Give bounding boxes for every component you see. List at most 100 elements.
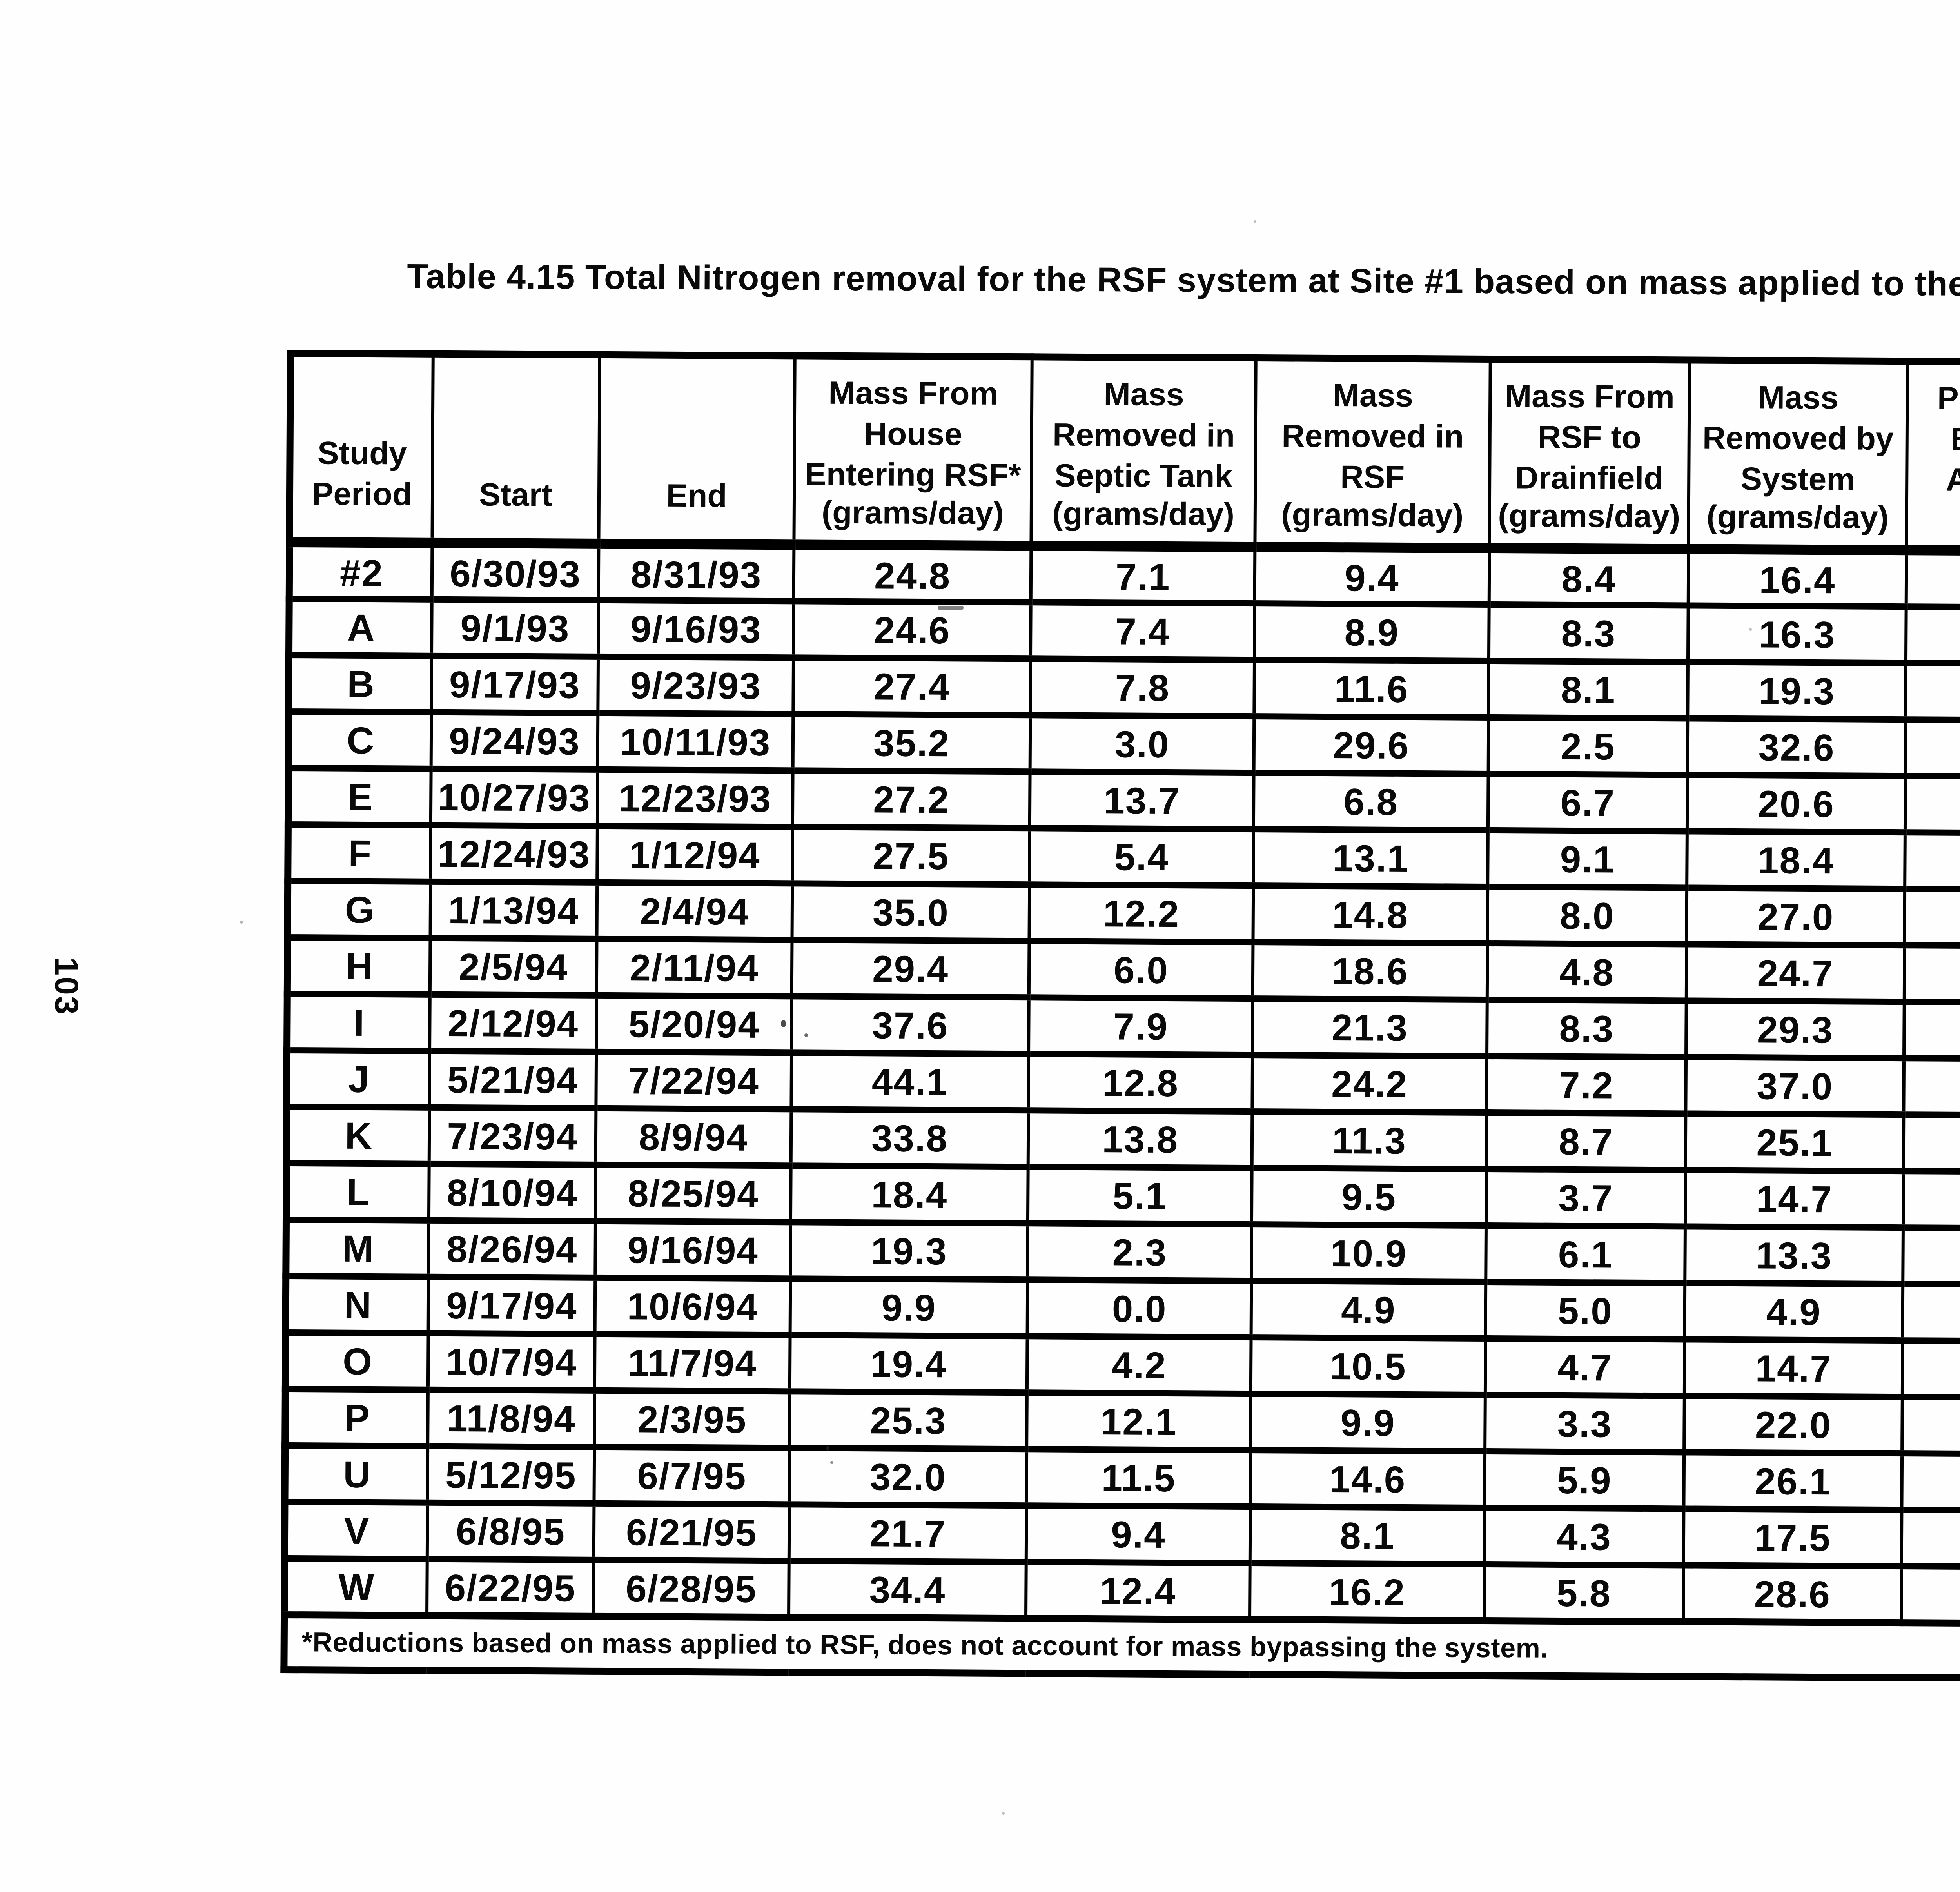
cell-start: 10/27/93 [430,768,598,826]
cell-end: 2/11/94 [597,939,792,997]
cell-percent-removal: 75.6 [1905,776,1960,834]
cell-end: 10/11/93 [597,713,793,771]
cell-mass-house-rsf: 24.6 [793,601,1031,659]
cell-mass-removed-rsf: 4.9 [1251,1281,1486,1338]
cell-start: 9/1/93 [431,599,599,657]
scan-speck [1749,628,1752,631]
header-cell: End [599,354,795,545]
cell-mass-removed-rsf: 18.6 [1252,942,1488,1000]
header-unit: (grams/day) [1706,499,1889,536]
cell-mass-rsf-drainfield: 8.3 [1488,604,1688,662]
cell-mass-removed-rsf: 9.5 [1252,1168,1486,1226]
header-unit: (%) [1913,500,1960,537]
cell-end: 7/22/94 [596,1051,791,1109]
cell-mass-house-rsf: 25.3 [789,1391,1027,1449]
cell-end: 8/9/94 [596,1108,791,1166]
cell-start: 8/26/94 [428,1220,596,1278]
header-title: Percent Removal Based on Mass Applied to… [1937,380,1960,499]
scan-speck [804,1033,808,1037]
scan-speck [240,921,243,924]
cell-mass-removed-system: 14.7 [1685,1170,1904,1228]
cell-percent-removal: 67.0 [1905,832,1960,891]
cell-mass-removed-septic: 5.4 [1029,828,1254,886]
cell-study-period: #2 [289,542,432,599]
cell-start: 11/8/94 [427,1389,595,1447]
cell-mass-removed-rsf: 24.2 [1252,1055,1487,1113]
cell-mass-rsf-drainfield: 8.7 [1486,1112,1686,1170]
cell-percent-removal: 49.1 [1902,1284,1960,1342]
cell-end: 9/23/93 [598,656,793,714]
cell-end: 1/12/94 [597,826,793,884]
cell-study-period: F [288,824,431,882]
scan-speck [1254,220,1256,223]
header-title: Mass Removed in RSF [1281,378,1464,495]
cell-mass-removed-rsf: 10.9 [1251,1224,1486,1282]
cell-mass-removed-septic: 7.9 [1029,997,1253,1055]
cell-end: 9/16/94 [595,1221,791,1279]
cell-mass-removed-septic: 12.8 [1028,1054,1253,1112]
header-cell: Mass From RSF to Drainfield (grams/day) [1489,359,1690,549]
cell-mass-rsf-drainfield: 4.3 [1484,1507,1684,1565]
page-number: 103 [48,957,85,1016]
nitrogen-removal-table: Study Period Start End Mass From House Ente… [280,349,1960,1683]
cell-mass-removed-rsf: 14.6 [1250,1450,1485,1508]
cell-end: 12/23/93 [597,769,793,827]
scan-speck [830,1461,833,1464]
cell-start: 1/13/94 [430,881,597,939]
cell-mass-removed-system: 17.5 [1683,1509,1902,1567]
cell-end: 2/3/95 [594,1390,790,1448]
cell-mass-removed-rsf: 16.2 [1250,1563,1485,1621]
cell-study-period: I [287,994,430,1051]
cell-mass-house-rsf: 27.4 [793,657,1031,715]
cell-percent-removal: 77.2 [1904,889,1960,947]
scan-speck [938,606,964,610]
cell-mass-removed-system: 24.7 [1686,944,1905,1002]
header-cell: Start [432,354,600,544]
header-cell: Mass Removed by System (grams/day) [1688,360,1907,550]
cell-mass-removed-septic: 12.2 [1029,884,1254,942]
cell-mass-house-rsf: 27.2 [792,770,1031,828]
header-cell: Mass From House Entering RSF* (grams/day) [794,356,1033,546]
cell-mass-removed-septic: 3.0 [1030,715,1254,773]
cell-mass-removed-septic: 12.1 [1027,1393,1251,1451]
scan-speck [781,1020,786,1027]
header-cell: Study Period [289,353,433,543]
cell-start: 7/23/94 [429,1107,596,1165]
table-footnote: *Reductions based on mass applied to RSF… [284,1615,1960,1680]
cell-percent-removal: 83.7 [1904,1058,1960,1117]
cell-mass-removed-system: 25.1 [1685,1113,1904,1171]
cell-study-period: N [285,1276,429,1333]
cell-study-period: C [288,712,432,769]
cell-mass-removed-rsf: 9.4 [1254,547,1490,605]
cell-mass-rsf-drainfield: 8.0 [1487,886,1687,944]
cell-end: 8/31/93 [599,543,794,601]
cell-start: 9/17/93 [431,655,599,713]
cell-mass-rsf-drainfield: 8.1 [1488,661,1688,719]
cell-mass-house-rsf: 35.2 [793,714,1031,772]
cell-mass-removed-system: 16.3 [1688,605,1906,663]
cell-percent-removal: 66.1 [1906,606,1960,665]
cell-end: 6/7/95 [594,1447,789,1505]
cell-end: 11/7/94 [595,1334,790,1392]
cell-mass-removed-septic: 13.8 [1028,1110,1252,1168]
cell-mass-rsf-drainfield: 6.7 [1488,774,1688,832]
cell-study-period: L [286,1163,429,1220]
cell-mass-house-rsf: 32.0 [789,1448,1027,1506]
header-title: Mass From House Entering RSF* [805,375,1021,494]
cell-mass-rsf-drainfield: 4.7 [1485,1338,1685,1396]
cell-mass-removed-septic: 5.1 [1028,1167,1252,1225]
cell-study-period: O [285,1333,428,1390]
cell-mass-house-rsf: 24.8 [793,545,1031,603]
cell-mass-removed-septic: 6.0 [1029,941,1253,999]
header-title: Mass Removed by System [1702,379,1894,498]
cell-mass-house-rsf: 29.4 [791,940,1029,998]
cell-start: 9/24/93 [431,712,598,770]
